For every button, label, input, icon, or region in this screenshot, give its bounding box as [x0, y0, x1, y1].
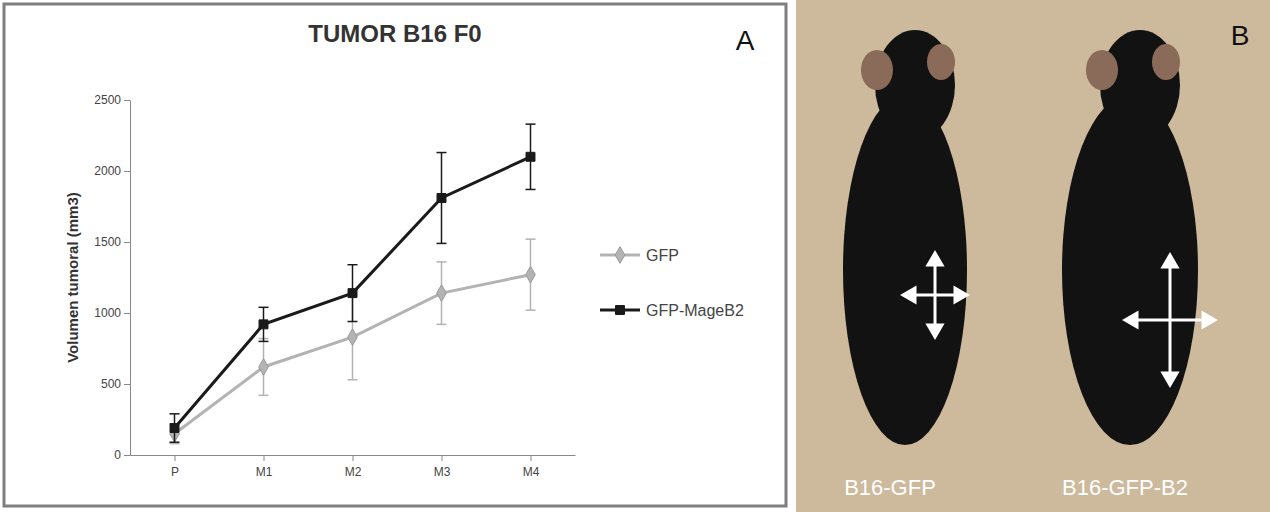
x-tick: P [171, 455, 179, 479]
photo-background [796, 0, 1270, 512]
error-bar [437, 153, 447, 244]
y-axis-line [130, 101, 131, 456]
chart-title: TUMOR B16 F0 [308, 20, 481, 47]
y-tick: 0 [114, 448, 130, 462]
error-cap [526, 238, 536, 240]
size-arrows [1125, 255, 1215, 385]
x-tick-label: P [171, 465, 179, 479]
error-cap [170, 441, 180, 443]
error-cap [526, 309, 536, 311]
x-tick-mark [353, 455, 354, 461]
error-cap [170, 413, 180, 415]
series-marker [348, 289, 357, 298]
y-tick-mark [124, 455, 130, 456]
series-line [175, 157, 531, 428]
y-tick-mark [124, 313, 130, 314]
legend: GFP GFP-MageB2 [600, 247, 744, 319]
series-marker [348, 329, 358, 346]
y-tick-label: 0 [114, 448, 121, 462]
x-tick-mark [264, 455, 265, 461]
x-tick-mark [531, 455, 532, 461]
x-tick-mark [442, 455, 443, 461]
x-tick: M4 [523, 455, 540, 479]
error-cap [259, 341, 269, 343]
canvas: TUMOR B16 F0 A 0 500 1000 1500 2000 2500 P M1 M2 M3… [0, 0, 1270, 512]
error-cap [259, 307, 269, 309]
photo-label: B16-GFP [844, 475, 936, 500]
error-cap [437, 324, 447, 326]
x-tick-mark [175, 455, 176, 461]
y-tick-label: 1500 [94, 235, 121, 249]
y-tick-label: 2500 [94, 93, 121, 107]
series-marker [437, 285, 447, 302]
y-tick: 1500 [94, 235, 130, 249]
size-arrows [903, 253, 967, 337]
mouse-ear [861, 50, 893, 90]
error-bar [526, 239, 536, 310]
plot-area [170, 124, 536, 444]
legend-marker [616, 306, 625, 315]
legend-label: GFP-MageB2 [646, 302, 744, 319]
mouse-ear [927, 44, 955, 80]
x-tick-label: M4 [523, 465, 540, 479]
y-tick-mark [124, 242, 130, 243]
series-marker [259, 359, 269, 376]
y-tick-mark [124, 171, 130, 172]
panel-letter: B [1231, 20, 1250, 51]
y-tick-label: 2000 [94, 164, 121, 178]
mouse-ear [1086, 50, 1118, 90]
error-cap [437, 261, 447, 263]
y-tick: 2500 [94, 93, 130, 107]
error-cap [348, 264, 358, 266]
x-tick: M2 [345, 455, 362, 479]
error-cap [437, 243, 447, 245]
y-tick: 500 [101, 377, 130, 391]
x-tick: M1 [256, 455, 273, 479]
y-tick-mark [124, 384, 130, 385]
error-cap [437, 152, 447, 154]
error-cap [348, 379, 358, 381]
x-tick-label: M1 [256, 465, 273, 479]
error-bar [437, 262, 447, 324]
photo-panel: B16-GFP B16-GFP-B2 B [796, 0, 1270, 512]
error-cap [348, 321, 358, 323]
series-marker [437, 194, 446, 203]
error-cap [526, 189, 536, 191]
y-tick-label: 1000 [94, 306, 121, 320]
y-tick-label: 500 [101, 377, 121, 391]
mouse-illustration [843, 30, 967, 445]
photo-label: B16-GFP-B2 [1062, 475, 1188, 500]
x-tick-label: M2 [345, 465, 362, 479]
error-bar [259, 307, 269, 341]
series-marker [259, 320, 268, 329]
error-bar [348, 265, 358, 322]
x-axis: P M1 M2 M3 M4 [131, 455, 576, 479]
mouse-body [843, 95, 967, 445]
x-tick: M3 [434, 455, 451, 479]
mouse-body [1062, 95, 1198, 445]
y-axis-title: Volumen tumoral (mm3) [64, 192, 81, 363]
y-axis: 0 500 1000 1500 2000 2500 [94, 93, 130, 462]
panel-frame [4, 4, 786, 506]
x-tick-label: M3 [434, 465, 451, 479]
series-marker [170, 424, 179, 433]
panel-letter: A [736, 25, 755, 56]
y-tick-mark [124, 100, 130, 101]
mouse-ear [1152, 44, 1180, 80]
error-cap [170, 443, 180, 445]
y-tick: 1000 [94, 306, 130, 320]
y-tick: 2000 [94, 164, 130, 178]
error-bar [259, 339, 269, 396]
series-marker [526, 152, 535, 161]
error-cap [526, 123, 536, 125]
mouse-illustration [1062, 30, 1215, 445]
error-bar [170, 414, 180, 442]
error-cap [259, 395, 269, 397]
series-marker [526, 266, 536, 283]
error-bar [526, 124, 536, 189]
legend-marker [615, 247, 625, 264]
legend-label: GFP [646, 247, 679, 264]
